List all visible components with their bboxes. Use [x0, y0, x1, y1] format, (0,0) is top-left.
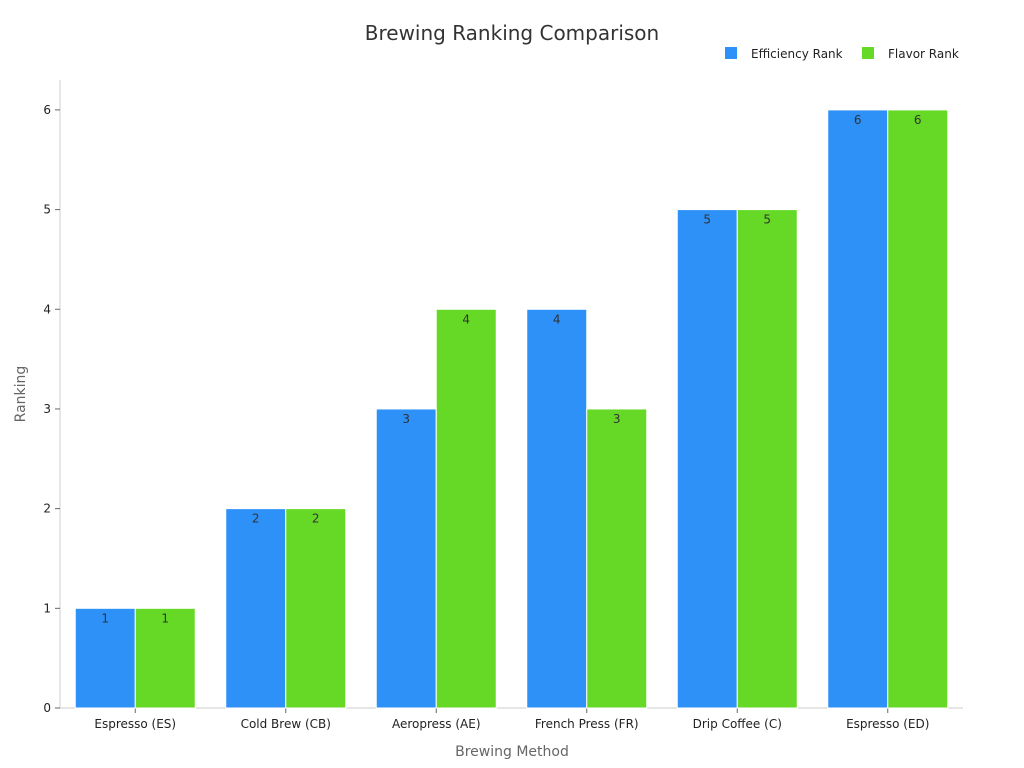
- axes: 0 1 2 3 4 5 6 Espresso (ES) Cold Brew (CB) Aeropr…: [43, 80, 963, 731]
- y-axis-title: Ranking: [13, 366, 29, 423]
- legend: Efficiency Rank Flavor Rank: [725, 47, 959, 61]
- y-tick-label: 3: [43, 402, 51, 416]
- data-label: 3: [402, 412, 410, 426]
- chart-title: Brewing Ranking Comparison: [365, 21, 659, 45]
- bar-efficiency: [526, 308, 588, 709]
- bar-flavor: [736, 209, 798, 709]
- bar-efficiency: [827, 109, 889, 709]
- legend-label: Flavor Rank: [888, 47, 959, 61]
- bar-flavor: [586, 408, 648, 709]
- legend-item: Efficiency Rank: [725, 47, 843, 61]
- bar-flavor: [134, 607, 196, 709]
- bar-efficiency: [676, 209, 738, 709]
- y-tick-label: 1: [43, 601, 51, 615]
- data-label: 5: [763, 213, 771, 227]
- data-label: 1: [161, 611, 169, 625]
- bar-efficiency: [225, 508, 287, 709]
- data-label: 4: [462, 312, 470, 326]
- y-tick-label: 6: [43, 103, 51, 117]
- y-tick-label: 2: [43, 502, 51, 516]
- y-tick-label: 4: [43, 302, 51, 316]
- data-label: 6: [914, 113, 922, 127]
- data-label: 4: [553, 312, 561, 326]
- bar-flavor: [435, 308, 497, 709]
- x-tick-label: Cold Brew (CB): [241, 717, 331, 731]
- legend-item: Flavor Rank: [862, 47, 959, 61]
- y-tick-label: 0: [43, 701, 51, 715]
- x-tick-label: French Press (FR): [535, 717, 639, 731]
- x-axis-title: Brewing Method: [455, 744, 569, 760]
- data-label: 3: [613, 412, 621, 426]
- bar-flavor: [887, 109, 949, 709]
- data-labels: 1 1 2 2 3 4 4 3 5 5 6 6: [101, 113, 921, 625]
- x-tick-label: Espresso (ES): [94, 717, 176, 731]
- bar-flavor: [285, 508, 347, 709]
- data-label: 5: [703, 213, 711, 227]
- y-tick-label: 5: [43, 203, 51, 217]
- legend-swatch: [862, 47, 874, 59]
- legend-label: Efficiency Rank: [751, 47, 843, 61]
- data-label: 2: [312, 512, 320, 526]
- bar-efficiency: [74, 607, 136, 709]
- bar-efficiency: [375, 408, 437, 709]
- bars: [74, 109, 949, 709]
- legend-swatch: [725, 47, 737, 59]
- x-tick-label: Espresso (ED): [846, 717, 929, 731]
- x-tick-label: Aeropress (AE): [392, 717, 481, 731]
- data-label: 1: [101, 611, 109, 625]
- x-tick-label: Drip Coffee (C): [693, 717, 782, 731]
- data-label: 6: [854, 113, 862, 127]
- data-label: 2: [252, 512, 260, 526]
